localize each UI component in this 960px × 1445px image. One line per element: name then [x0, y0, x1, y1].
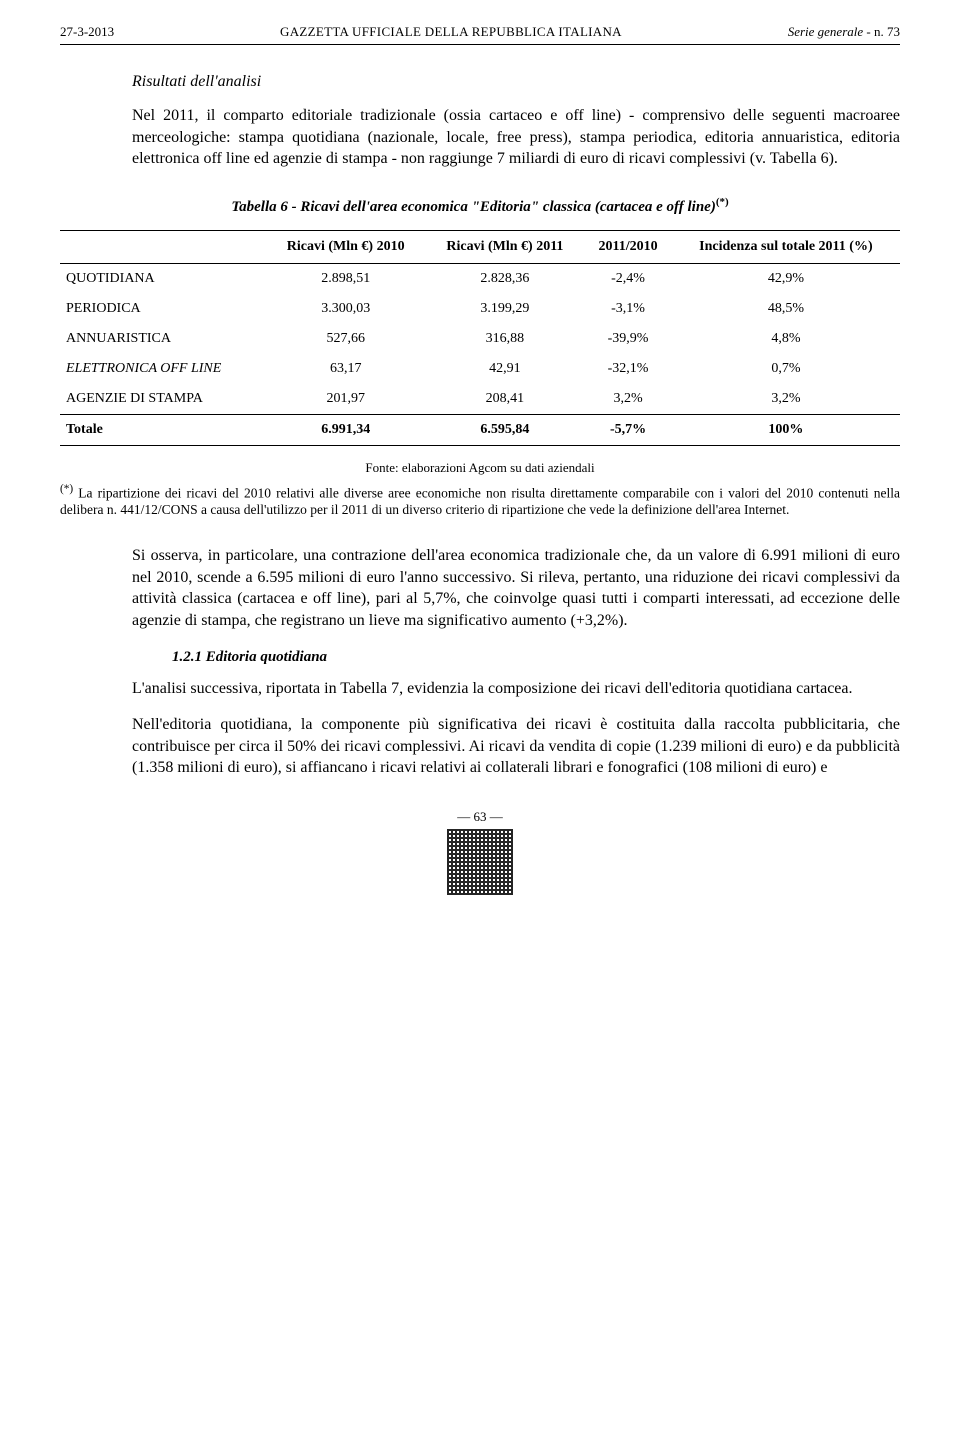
header-issue: - n. 73	[866, 24, 900, 39]
row-label: ELETTRONICA OFF LINE	[60, 354, 266, 384]
footnote-marker: (*)	[60, 483, 73, 495]
row-value: 48,5%	[672, 294, 900, 324]
total-value: 6.595,84	[426, 414, 585, 445]
row-value: 2.898,51	[266, 263, 426, 294]
row-value: 3.199,29	[426, 294, 585, 324]
page-header: 27-3-2013 GAZZETTA UFFICIALE DELLA REPUB…	[60, 24, 900, 45]
page-footer: — 63 —	[60, 809, 900, 895]
col-blank	[60, 230, 266, 263]
row-value: 3,2%	[672, 384, 900, 415]
table-caption: Tabella 6 - Ricavi dell'area economica "…	[60, 196, 900, 216]
row-value: -39,9%	[584, 324, 672, 354]
row-value: 527,66	[266, 324, 426, 354]
row-value: 208,41	[426, 384, 585, 415]
row-label: ANNUARISTICA	[60, 324, 266, 354]
section-heading: Risultati dell'analisi	[132, 73, 900, 91]
row-label: AGENZIE DI STAMPA	[60, 384, 266, 415]
row-value: 3,2%	[584, 384, 672, 415]
header-title: GAZZETTA UFFICIALE DELLA REPUBBLICA ITAL…	[280, 24, 622, 40]
row-value: -2,4%	[584, 263, 672, 294]
analysis-paragraph-2: Nell'editoria quotidiana, la componente …	[132, 714, 900, 779]
table-header-row: Ricavi (Mln €) 2010 Ricavi (Mln €) 2011 …	[60, 230, 900, 263]
table-row: AGENZIE DI STAMPA201,97208,413,2%3,2%	[60, 384, 900, 415]
header-right: Serie generale - n. 73	[788, 24, 900, 40]
row-value: -3,1%	[584, 294, 672, 324]
total-value: 100%	[672, 414, 900, 445]
row-value: 42,9%	[672, 263, 900, 294]
footnote-text: La ripartizione dei ricavi del 2010 rela…	[60, 485, 900, 517]
total-label: Totale	[60, 414, 266, 445]
row-value: 42,91	[426, 354, 585, 384]
page-number: — 63 —	[457, 809, 503, 824]
total-value: 6.991,34	[266, 414, 426, 445]
table-row: PERIODICA3.300,033.199,29-3,1%48,5%	[60, 294, 900, 324]
table-row: QUOTIDIANA2.898,512.828,36-2,4%42,9%	[60, 263, 900, 294]
analysis-paragraph-1: L'analisi successiva, riportata in Tabel…	[132, 678, 900, 700]
table-source: Fonte: elaborazioni Agcom su dati aziend…	[60, 460, 900, 476]
header-series: Serie generale	[788, 24, 863, 39]
col-change: 2011/2010	[584, 230, 672, 263]
table-row: ELETTRONICA OFF LINE63,1742,91-32,1%0,7%	[60, 354, 900, 384]
col-share: Incidenza sul totale 2011 (%)	[672, 230, 900, 263]
col-2010: Ricavi (Mln €) 2010	[266, 230, 426, 263]
total-value: -5,7%	[584, 414, 672, 445]
col-2011: Ricavi (Mln €) 2011	[426, 230, 585, 263]
table-caption-sup: (*)	[716, 196, 729, 208]
qr-code-icon	[447, 829, 513, 895]
row-value: 63,17	[266, 354, 426, 384]
table-caption-text: Tabella 6 - Ricavi dell'area economica "…	[231, 199, 716, 215]
row-value: 2.828,36	[426, 263, 585, 294]
row-value: 316,88	[426, 324, 585, 354]
row-value: 201,97	[266, 384, 426, 415]
row-value: 0,7%	[672, 354, 900, 384]
row-label: QUOTIDIANA	[60, 263, 266, 294]
header-date: 27-3-2013	[60, 24, 114, 40]
row-value: -32,1%	[584, 354, 672, 384]
row-value: 3.300,03	[266, 294, 426, 324]
table-row: ANNUARISTICA527,66316,88-39,9%4,8%	[60, 324, 900, 354]
table-total-row: Totale6.991,346.595,84-5,7%100%	[60, 414, 900, 445]
table-footnote: (*) La ripartizione dei ricavi del 2010 …	[60, 482, 900, 519]
subsection-heading: 1.2.1 Editoria quotidiana	[172, 649, 900, 666]
data-table: Ricavi (Mln €) 2010 Ricavi (Mln €) 2011 …	[60, 230, 900, 446]
row-label: PERIODICA	[60, 294, 266, 324]
row-value: 4,8%	[672, 324, 900, 354]
observation-paragraph: Si osserva, in particolare, una contrazi…	[132, 545, 900, 631]
intro-paragraph: Nel 2011, il comparto editoriale tradizi…	[132, 105, 900, 170]
